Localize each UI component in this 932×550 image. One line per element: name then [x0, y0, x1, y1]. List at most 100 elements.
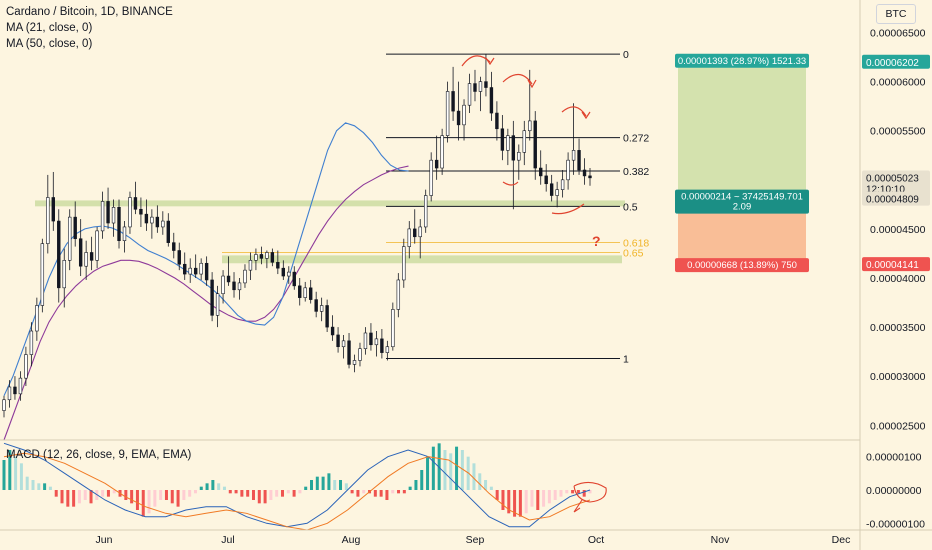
candle-body: [511, 135, 516, 161]
entry-label-text: 2.09: [733, 202, 752, 213]
candle: [7, 380, 12, 408]
target-label[interactable]: 0.00001393 (28.97%) 1521.33: [675, 53, 809, 68]
candle-body: [106, 201, 110, 224]
stop-label-text: 0.00000668 (13.89%) 750: [687, 260, 797, 271]
candle-body: [336, 334, 340, 348]
candle: [374, 331, 379, 357]
macd-histogram-bar: [426, 456, 430, 490]
candle: [363, 327, 368, 355]
macd-histogram-bar: [222, 486, 226, 490]
candle-body: [566, 159, 570, 181]
macd-histogram-bar: [147, 490, 151, 514]
macd-histogram-bar: [588, 490, 592, 494]
macd-histogram-bar: [315, 476, 319, 490]
candle-body: [46, 197, 50, 244]
arrow-annotations: ?: [461, 55, 601, 249]
time-tick-label: Jun: [96, 534, 113, 546]
candle: [270, 248, 275, 267]
candle-body: [2, 399, 6, 411]
stop-label-bg: [675, 258, 809, 273]
candle-body: [177, 250, 181, 265]
candle-body: [237, 282, 242, 291]
macd-histogram-bar: [553, 490, 557, 500]
profit-zone: [678, 61, 806, 199]
candle: [424, 189, 428, 233]
candle-body: [57, 220, 61, 289]
candle: [402, 238, 406, 288]
macd-histogram-bar: [60, 490, 64, 504]
candle: [150, 209, 154, 239]
macd-histogram-bar: [130, 490, 134, 504]
candle-body: [407, 228, 411, 247]
macd-histogram-bar: [518, 490, 522, 517]
candle-body: [95, 230, 99, 261]
fib-level-label: 0.382: [623, 166, 649, 178]
candle-body: [396, 279, 401, 310]
candle-body: [100, 201, 105, 232]
candle-body: [24, 354, 28, 379]
fib-level-label: 1: [623, 354, 629, 366]
candle-body: [500, 128, 505, 151]
candle: [24, 346, 28, 386]
stop-price-tag: 0.00004141: [866, 260, 919, 271]
candle: [106, 187, 110, 229]
macd-histogram-bar: [379, 490, 383, 497]
macd-histogram-bar: [292, 490, 296, 497]
candle: [84, 240, 88, 280]
candle-body: [35, 305, 39, 332]
macd-histogram-bar: [373, 490, 377, 497]
candle-body: [319, 305, 324, 312]
fib-level-label: 0: [623, 49, 629, 61]
candle-body: [522, 130, 526, 153]
candle-body: [128, 197, 132, 228]
candle: [221, 270, 225, 304]
candle: [341, 334, 346, 359]
macd-histogram-bar: [176, 490, 180, 507]
time-axis[interactable]: Jun Jul Aug Sep Oct Nov Dec: [0, 529, 932, 546]
macd-histogram-bar: [391, 490, 395, 494]
candle: [2, 395, 6, 418]
macd-histogram-bar: [420, 470, 424, 490]
candle: [29, 322, 34, 367]
macd-histogram-bar: [14, 456, 18, 490]
candle-body: [188, 267, 192, 275]
macd-histogram-bar: [524, 490, 528, 514]
candle: [391, 302, 395, 351]
candle: [172, 232, 176, 259]
candle: [100, 191, 105, 239]
candle-body: [314, 299, 318, 312]
candle: [199, 258, 203, 280]
candle-body: [254, 254, 258, 261]
candle-body: [292, 271, 296, 287]
stop-label[interactable]: 0.00000668 (13.89%) 750: [675, 258, 809, 273]
candle: [193, 254, 198, 278]
macd-histogram-bar: [385, 490, 389, 500]
macd-histogram-bar: [89, 490, 93, 504]
target-label-text: 0.00001393 (28.97%) 1521.33: [678, 56, 806, 67]
annotation-arrow: [561, 106, 591, 120]
macd-histogram-bar: [54, 490, 58, 497]
candle-body: [204, 262, 209, 281]
macd-histogram-bar: [431, 446, 435, 490]
macd-histogram-bar: [559, 490, 563, 497]
macd-histogram-bar: [582, 490, 586, 497]
macd-histogram-bar: [124, 490, 128, 500]
candle-body: [560, 179, 565, 190]
candle: [495, 101, 499, 141]
macd-histogram-bar: [251, 490, 255, 500]
currency-badge[interactable]: BTC: [876, 4, 916, 24]
candle: [539, 150, 543, 185]
annotation-arrow: [461, 55, 495, 67]
time-tick-label: Jul: [221, 534, 234, 546]
candle: [429, 152, 433, 202]
candle: [215, 285, 220, 328]
price-axis[interactable]: 0.000065000.000060000.000055000.00005000…: [859, 0, 930, 550]
target-price-tag-bg: [862, 54, 930, 69]
macd-histogram-bar: [205, 483, 209, 490]
candle-body: [40, 243, 45, 306]
macd-histogram-bar: [240, 490, 244, 497]
long-position-tool[interactable]: 0.00001393 (28.97%) 1521.33 0.00000214 ~ …: [675, 53, 809, 273]
candle: [385, 340, 390, 361]
